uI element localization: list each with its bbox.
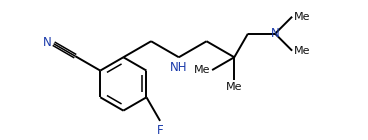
Text: NH: NH [170,61,188,74]
Text: Me: Me [226,82,243,92]
Text: Me: Me [294,46,310,56]
Text: N: N [271,27,279,40]
Text: Me: Me [294,12,310,22]
Text: Me: Me [194,65,210,75]
Text: F: F [157,123,163,136]
Text: N: N [43,36,52,49]
